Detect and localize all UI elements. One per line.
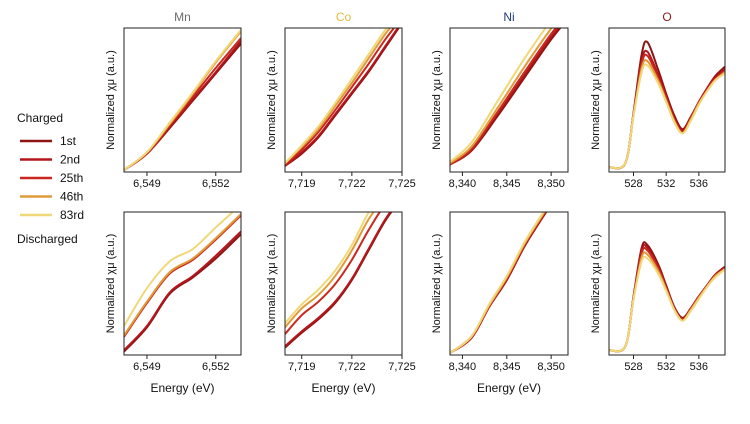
x-tick-label: 8,350: [537, 178, 565, 190]
series-line-1st: [609, 241, 725, 353]
series-line-46th: [609, 59, 725, 170]
x-tick-label: 536: [690, 178, 708, 190]
x-tick-label: 6,552: [202, 178, 230, 190]
legend-label: 25th: [60, 171, 83, 185]
legend-charged-label: Charged: [17, 111, 63, 125]
series-line-2nd: [285, 28, 399, 167]
series-line-25th: [609, 246, 725, 353]
x-tick-label: 7,725: [388, 178, 416, 190]
legend-entry: 2nd: [20, 153, 80, 167]
series-line-83rd: [124, 212, 235, 327]
plot-frame: [608, 27, 726, 173]
x-axis-label: Energy (eV): [150, 381, 214, 395]
series-line-25th: [124, 37, 241, 171]
legend-entry: 1st: [20, 134, 77, 148]
series-line-46th: [124, 213, 241, 337]
x-tick-label: 8,350: [537, 361, 565, 373]
x-tick-label: 8,340: [449, 178, 477, 190]
y-axis-label: Normalized χμ (a.u.): [431, 50, 443, 150]
panel-co-charged: Co 7,719 7,722 7,725 Normalized χμ (a.u.): [266, 10, 416, 190]
y-axis-label: Normalized χμ (a.u.): [266, 234, 278, 334]
legend-entry: 25th: [20, 171, 83, 185]
plot-frame: [123, 27, 242, 173]
y-axis-label: Normalized χμ (a.u.): [105, 234, 117, 334]
panel-title: Ni: [503, 10, 514, 24]
legend-discharged-label: Discharged: [17, 232, 78, 246]
plot-frame: [284, 27, 403, 173]
series-line-83rd: [124, 29, 241, 171]
panel-title: Mn: [174, 10, 191, 24]
panel-title: O: [662, 10, 671, 24]
series-line-83rd: [609, 63, 725, 170]
series-line-2nd: [609, 49, 725, 170]
plot-frame: [449, 27, 569, 173]
x-tick-label: 528: [624, 178, 642, 190]
legend-label: 1st: [60, 134, 77, 148]
x-tick-label: 8,340: [449, 361, 477, 373]
plot-frame: [608, 211, 726, 356]
series-line-83rd: [285, 28, 389, 164]
panel-ni-charged: Ni 8,340 8,345 8,350 Normalized χμ (a.u.): [431, 10, 569, 190]
x-tick-label: 6,552: [202, 361, 230, 373]
series-line-46th: [609, 251, 725, 353]
panel-co-discharged: 7,719 7,722 7,725 Normalized χμ (a.u.) Energ…: [266, 211, 416, 395]
x-tick-label: 8,345: [493, 361, 521, 373]
legend: Charged Discharged 1st 2nd 25th 46th 83rd: [17, 111, 84, 246]
x-tick-label: 7,722: [338, 361, 366, 373]
y-axis-label: Normalized χμ (a.u.): [431, 234, 443, 334]
y-axis-label: Normalized χμ (a.u.): [266, 50, 278, 150]
x-tick-label: 532: [657, 178, 675, 190]
y-axis-label: Normalized χμ (a.u.): [105, 50, 117, 150]
series-line-25th: [285, 28, 396, 166]
legend-label: 2nd: [60, 153, 80, 167]
x-tick-label: 532: [657, 361, 675, 373]
x-axis-label: Energy (eV): [477, 381, 541, 395]
series-line-83rd: [285, 212, 371, 324]
series-line-25th: [124, 214, 241, 338]
x-tick-label: 536: [690, 361, 708, 373]
x-tick-label: 6,549: [133, 178, 161, 190]
series-line-46th: [285, 212, 375, 329]
plot-frame: [284, 211, 403, 356]
legend-entry: 83rd: [20, 208, 84, 222]
plot-frame: [449, 211, 569, 356]
y-axis-label: Normalized χμ (a.u.): [590, 50, 602, 150]
x-tick-label: 7,719: [288, 361, 316, 373]
series-line-46th: [450, 28, 553, 165]
x-tick-label: 6,549: [133, 361, 161, 373]
legend-label: 46th: [60, 190, 83, 204]
panel-mn-discharged: 6,549 6,552 Normalized χμ (a.u.) Energy (eV…: [105, 211, 242, 395]
series-line-2nd: [124, 230, 241, 351]
x-tick-label: 8,345: [493, 178, 521, 190]
panel-o-discharged: 528 532 536 Normalized χμ (a.u.): [590, 211, 726, 373]
series-line-2nd: [285, 212, 392, 347]
panel-ni-discharged: 8,340 8,345 8,350 Normalized χμ (a.u.) Energ…: [431, 211, 569, 395]
series-line-25th: [609, 53, 725, 170]
series-line-1st: [124, 233, 241, 353]
series-line-2nd: [609, 243, 725, 353]
x-tick-label: 7,722: [338, 178, 366, 190]
plot-frame: [123, 211, 242, 356]
x-tick-label: 528: [624, 361, 642, 373]
x-axis-label: Energy (eV): [311, 381, 375, 395]
panel-mn-charged: Mn 6,549 6,552 Normalized χμ (a.u.): [105, 10, 242, 190]
series-line-83rd: [609, 255, 725, 353]
legend-label: 83rd: [60, 208, 84, 222]
y-axis-label: Normalized χμ (a.u.): [590, 234, 602, 334]
series-line-25th: [285, 212, 381, 335]
series-line-83rd: [450, 212, 545, 354]
x-tick-label: 7,719: [288, 178, 316, 190]
x-tick-label: 7,725: [388, 361, 416, 373]
series-line-83rd: [450, 28, 547, 163]
panel-title: Co: [336, 10, 352, 24]
series-line-25th: [450, 28, 558, 166]
legend-entry: 46th: [20, 190, 83, 204]
panel-o-charged: O 528 532 536 Normalized χμ (a.u.): [590, 10, 726, 190]
series-line-46th: [285, 28, 392, 164]
